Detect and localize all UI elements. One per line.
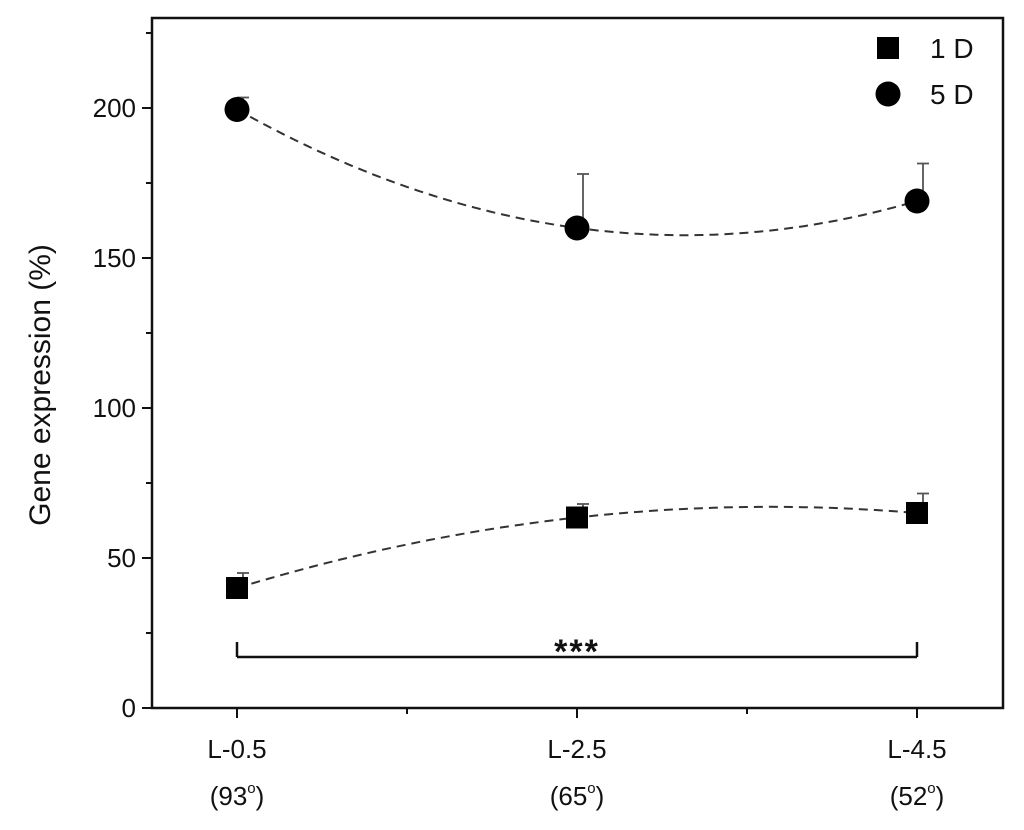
x-tick-angle-label: (65o) bbox=[550, 780, 605, 811]
point-1d bbox=[566, 506, 588, 529]
significance-label: *** bbox=[554, 633, 600, 671]
point-1d bbox=[906, 502, 928, 524]
x-ticks: L-0.5 (93o) L-2.5 (65o) L-4.5 (52o) bbox=[207, 708, 947, 811]
point-5d bbox=[564, 215, 590, 241]
y-axis-title: Gene expression (%) bbox=[24, 244, 57, 526]
axes bbox=[150, 16, 1005, 710]
legend-marker-1d bbox=[877, 37, 899, 59]
legend-label: 5 D bbox=[930, 79, 974, 110]
data-points bbox=[224, 97, 930, 599]
y-ticks: 0 50 100 150 200 bbox=[93, 32, 152, 723]
point-5d bbox=[904, 188, 930, 214]
y-tick-label: 0 bbox=[122, 693, 136, 723]
legend: 1 D5 D bbox=[875, 33, 974, 110]
legend-label: 1 D bbox=[930, 33, 974, 64]
y-tick-label: 200 bbox=[93, 93, 136, 123]
y-tick-label: 150 bbox=[93, 243, 136, 273]
x-tick-label: L-0.5 bbox=[207, 734, 266, 764]
x-tick-angle-label: (93o) bbox=[210, 780, 265, 811]
y-tick-label: 50 bbox=[107, 543, 136, 573]
y-tick-label: 100 bbox=[93, 393, 136, 423]
plot-frame bbox=[150, 16, 1005, 710]
x-tick-label: L-2.5 bbox=[547, 734, 606, 764]
significance-bracket: *** bbox=[235, 633, 919, 671]
x-tick-angle-label: (52o) bbox=[890, 780, 945, 811]
point-1d bbox=[226, 577, 248, 599]
point-5d bbox=[224, 97, 250, 122]
legend-marker-5d bbox=[875, 81, 901, 107]
x-tick-label: L-4.5 bbox=[887, 734, 946, 764]
